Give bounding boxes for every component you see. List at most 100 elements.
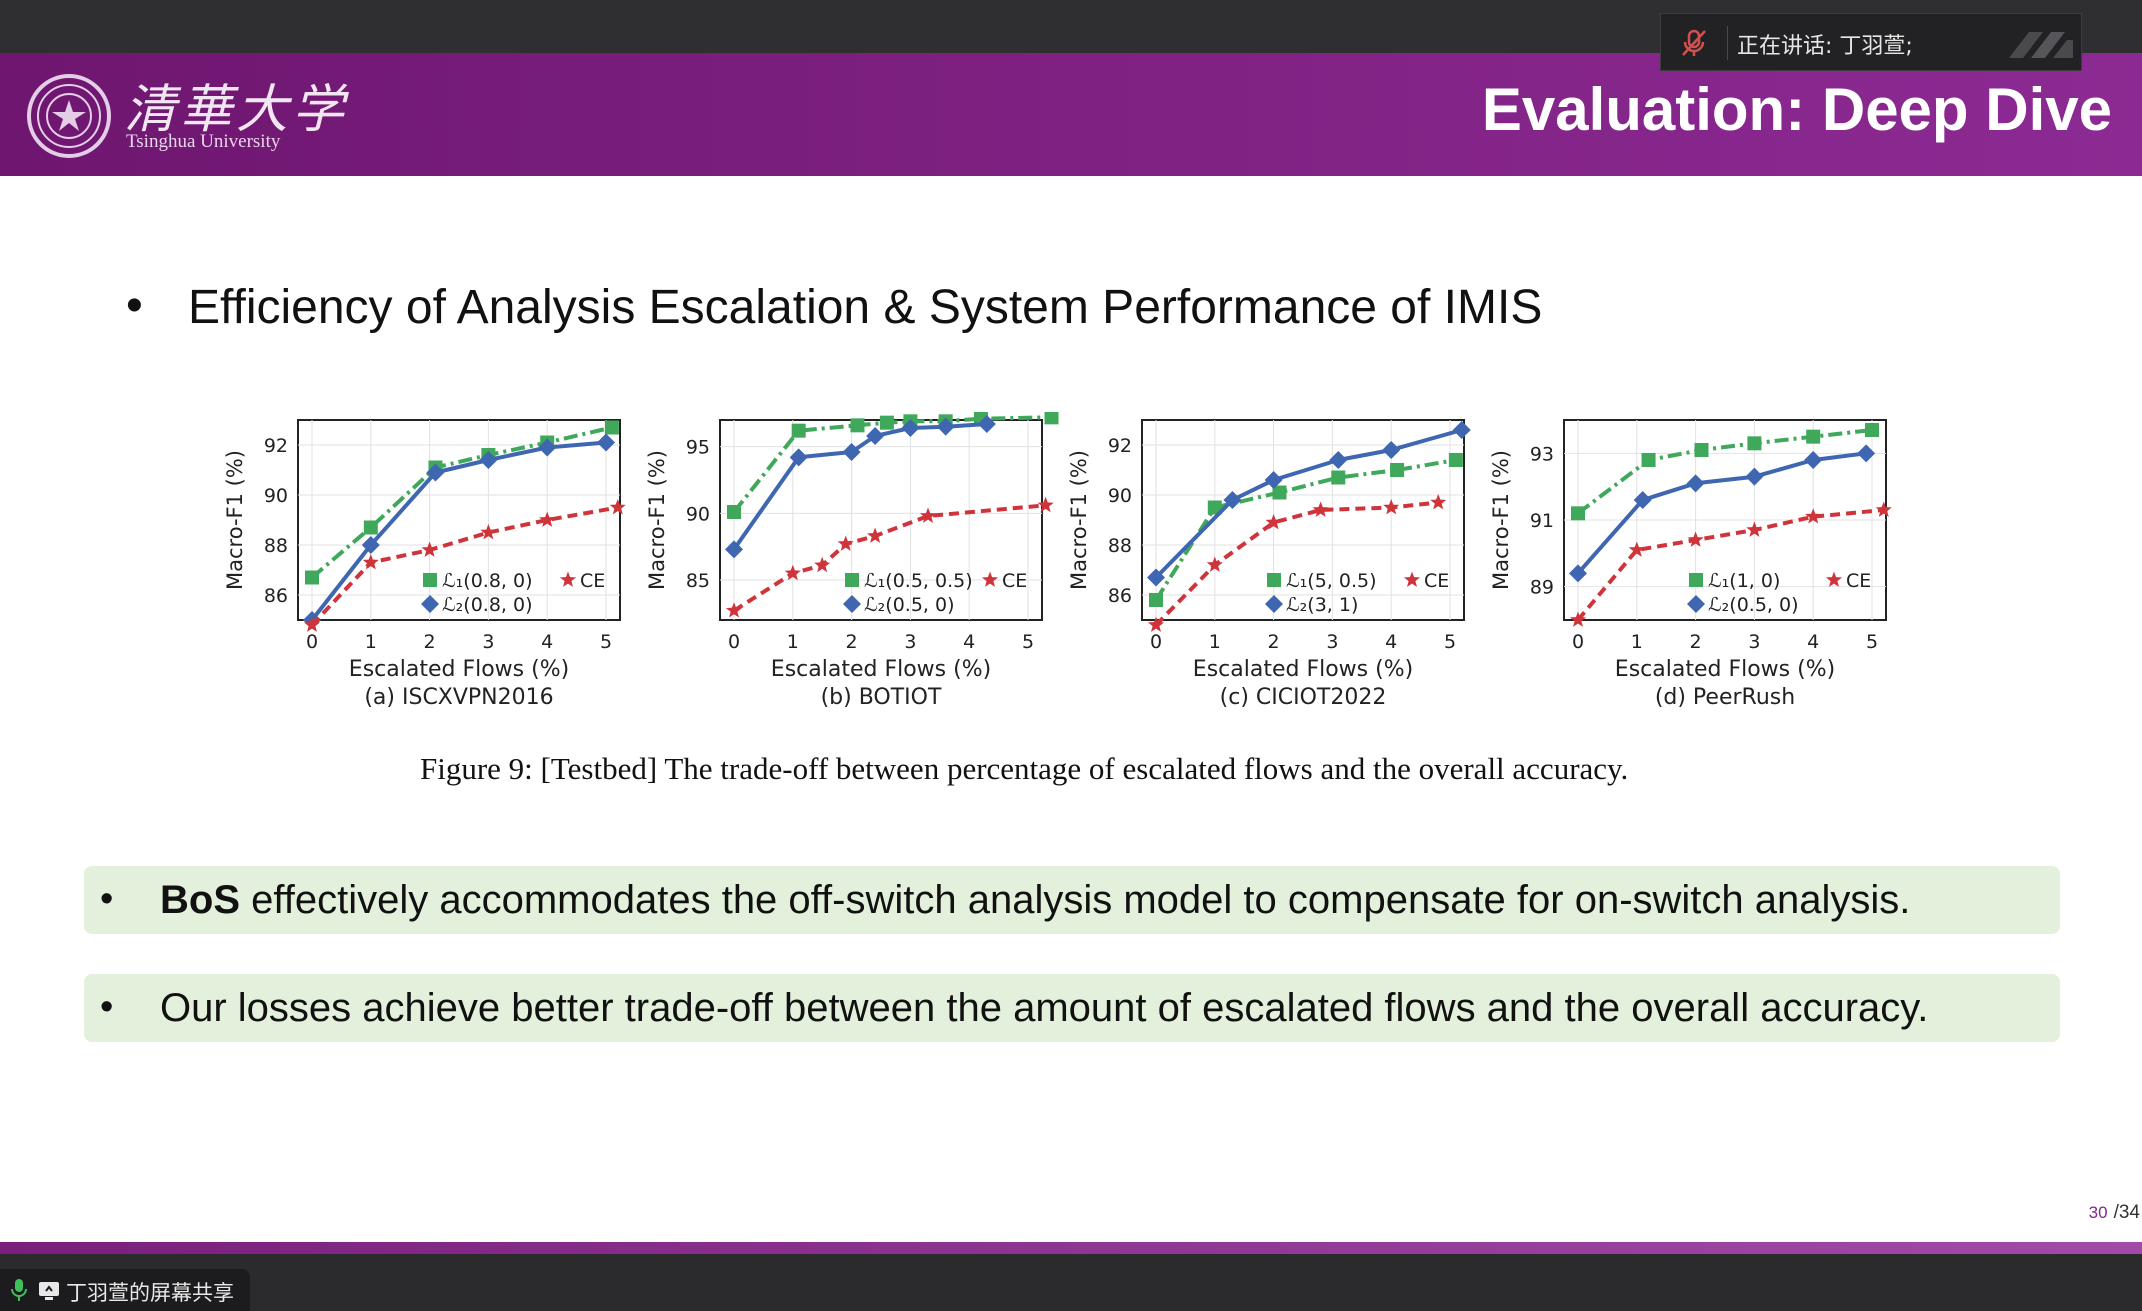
x-tick-label: 3 (1748, 631, 1760, 653)
figure-9-charts: 86 88 90 92 0 1 2 3 4 5 ℒ₁(0.8, 0) CE ℒ₂(0.8, 0) Esca… (223, 412, 1892, 710)
data-point (1331, 470, 1346, 485)
data-point (866, 427, 885, 445)
y-tick-label: 88 (1108, 535, 1132, 557)
data-point (1571, 506, 1585, 521)
data-point (727, 505, 741, 519)
data-point (1865, 423, 1879, 437)
x-tick-label: 2 (846, 631, 858, 653)
y-axis-label: Macro-F1 (%) (1067, 450, 1091, 590)
chart-legend: ℒ₁(1, 0) CE ℒ₂(0.5, 0) (1687, 570, 1871, 616)
y-tick-label: 86 (264, 585, 288, 607)
data-point (1641, 453, 1656, 467)
x-tick-label: 5 (600, 631, 612, 653)
legend-marker (1265, 595, 1283, 613)
chart-title: (c) CICIOT2022 (1220, 685, 1387, 710)
legend-label: ℒ₁(1, 0) (1708, 570, 1780, 592)
data-point (1312, 501, 1329, 517)
y-tick-label: 95 (686, 437, 710, 459)
chart-frame (719, 419, 1043, 621)
tsinghua-seal-icon (27, 74, 111, 158)
speaker-label: 正在讲话: (1737, 34, 1833, 59)
y-tick-label: 89 (1530, 577, 1554, 599)
data-point (1569, 564, 1587, 583)
data-point (361, 536, 380, 554)
data-point (867, 527, 884, 543)
chart-3: 86 88 90 92 0 1 2 3 4 5 ℒ₁(5, 0.5) CE ℒ₂(3, 1) Escala… (1067, 419, 1471, 710)
data-point (421, 541, 438, 557)
data-point (1569, 611, 1587, 627)
x-tick-label: 1 (787, 631, 799, 653)
legend-marker (421, 595, 439, 613)
speaker-text: 正在讲话: 丁羽萱; (1737, 28, 1913, 60)
highlight-rest-1: effectively accommodates the off-switch … (240, 878, 1911, 922)
series-line (310, 425, 613, 580)
screen-share-indicator[interactable]: 丁羽萱的屏幕共享 (0, 1269, 250, 1311)
data-point (1448, 453, 1463, 467)
chart-title: (a) ISCXVPN2016 (364, 685, 553, 710)
y-tick-label: 92 (264, 435, 288, 457)
highlight-box-2: • Our losses achieve better trade-off be… (84, 974, 2060, 1042)
data-point (609, 499, 626, 515)
data-point (1383, 499, 1400, 515)
data-point (977, 415, 996, 433)
y-tick-label: 91 (1530, 510, 1554, 532)
figure-caption: Figure 9: [Testbed] The trade-off betwee… (420, 751, 1629, 786)
x-tick-label: 0 (728, 631, 740, 653)
legend-label: CE (1846, 570, 1871, 592)
x-tick-label: 4 (963, 631, 975, 653)
legend-marker (1689, 573, 1703, 587)
data-point (920, 507, 937, 523)
bullet-dot: • (100, 986, 114, 1028)
data-point (1633, 491, 1652, 509)
data-point (725, 540, 743, 559)
y-axis-label: Macro-F1 (%) (223, 450, 247, 590)
x-tick-label: 2 (1268, 631, 1280, 653)
data-point (837, 535, 854, 551)
bullet-dot: • (126, 279, 143, 332)
data-point (1207, 500, 1222, 515)
data-point (1044, 412, 1059, 425)
x-axis-label: Escalated Flows (%) (349, 657, 569, 682)
data-point (538, 438, 557, 457)
legend-marker (845, 573, 859, 587)
data-point (1687, 531, 1704, 547)
data-point (479, 451, 498, 469)
x-axis-label: Escalated Flows (%) (1615, 657, 1835, 682)
x-tick-label: 4 (1385, 631, 1397, 653)
data-point (1037, 496, 1054, 513)
data-point (1694, 443, 1709, 457)
legend-marker (1687, 595, 1705, 613)
legend-label: ℒ₁(5, 0.5) (1286, 570, 1377, 592)
y-tick-label: 85 (686, 570, 710, 592)
data-point (1875, 501, 1892, 517)
x-tick-label: 5 (1022, 631, 1034, 653)
data-point (791, 423, 806, 438)
chart-frame (297, 419, 621, 621)
page-number: 30/34 (2089, 1202, 2140, 1224)
series-line (1154, 428, 1463, 579)
x-tick-label: 2 (1690, 631, 1702, 653)
slide-title: Evaluation: Deep Dive (1481, 76, 2112, 143)
legend-marker (1267, 573, 1281, 587)
x-tick-label: 0 (1572, 631, 1584, 653)
y-tick-label: 90 (264, 485, 288, 507)
data-point (1147, 616, 1165, 632)
x-tick-label: 1 (1631, 631, 1643, 653)
data-point (1390, 463, 1405, 477)
series-line (1154, 458, 1457, 602)
data-point (842, 443, 861, 461)
panel-decoration-icon (2009, 32, 2073, 58)
x-tick-label: 2 (424, 631, 436, 653)
y-tick-label: 92 (1108, 435, 1132, 457)
y-tick-label: 90 (1108, 485, 1132, 507)
data-point (1806, 429, 1821, 444)
data-point (1265, 514, 1282, 530)
speaker-divider (1727, 26, 1728, 60)
data-point (1223, 491, 1242, 509)
data-point (1430, 494, 1447, 510)
legend-label: CE (1424, 570, 1449, 592)
data-point (1746, 521, 1763, 537)
main-bullet-text: Efficiency of Analysis Escalation & Syst… (188, 281, 1543, 334)
legend-marker (1403, 571, 1421, 587)
series-line (310, 440, 607, 622)
